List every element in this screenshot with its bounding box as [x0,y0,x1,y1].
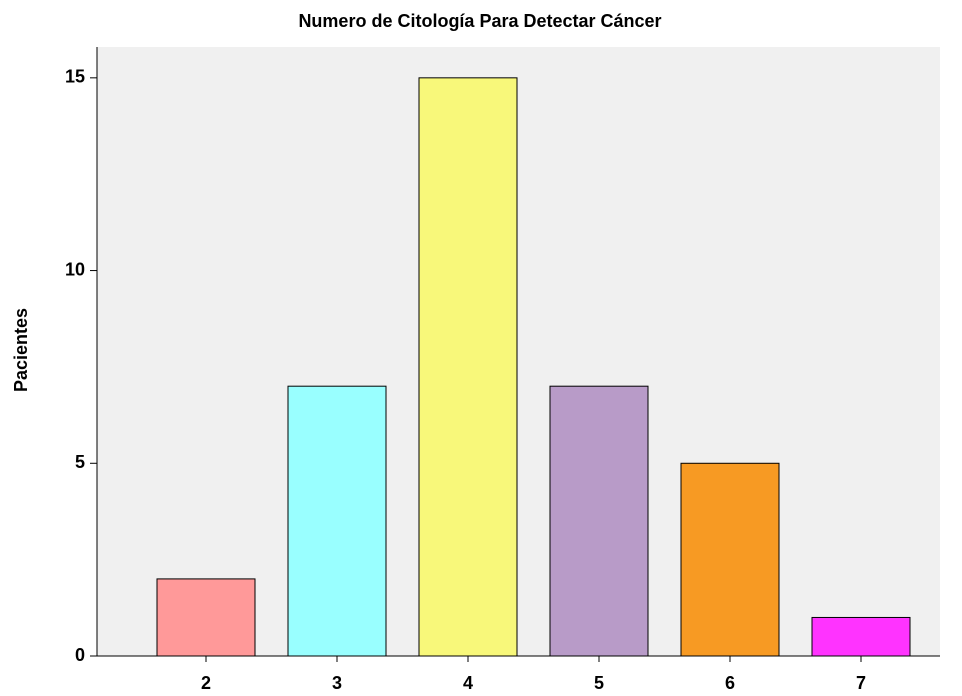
chart-title: Numero de Citología Para Detectar Cáncer [298,11,661,31]
x-tick-label: 7 [856,673,866,693]
y-tick-label: 5 [75,452,85,472]
bar [680,462,780,657]
bar [549,385,649,657]
plot-area [97,47,940,656]
bar [418,77,518,657]
x-tick-label: 4 [463,673,473,693]
y-tick-label: 10 [65,259,85,279]
bar [811,616,911,657]
bar [156,578,256,657]
bar [287,385,387,657]
x-tick-label: 2 [201,673,211,693]
y-tick-label: 15 [65,67,85,87]
x-tick-label: 3 [332,673,342,693]
y-axis-label: Pacientes [11,308,31,392]
x-tick-label: 6 [725,673,735,693]
x-tick-label: 5 [594,673,604,693]
y-tick-label: 0 [75,645,85,665]
